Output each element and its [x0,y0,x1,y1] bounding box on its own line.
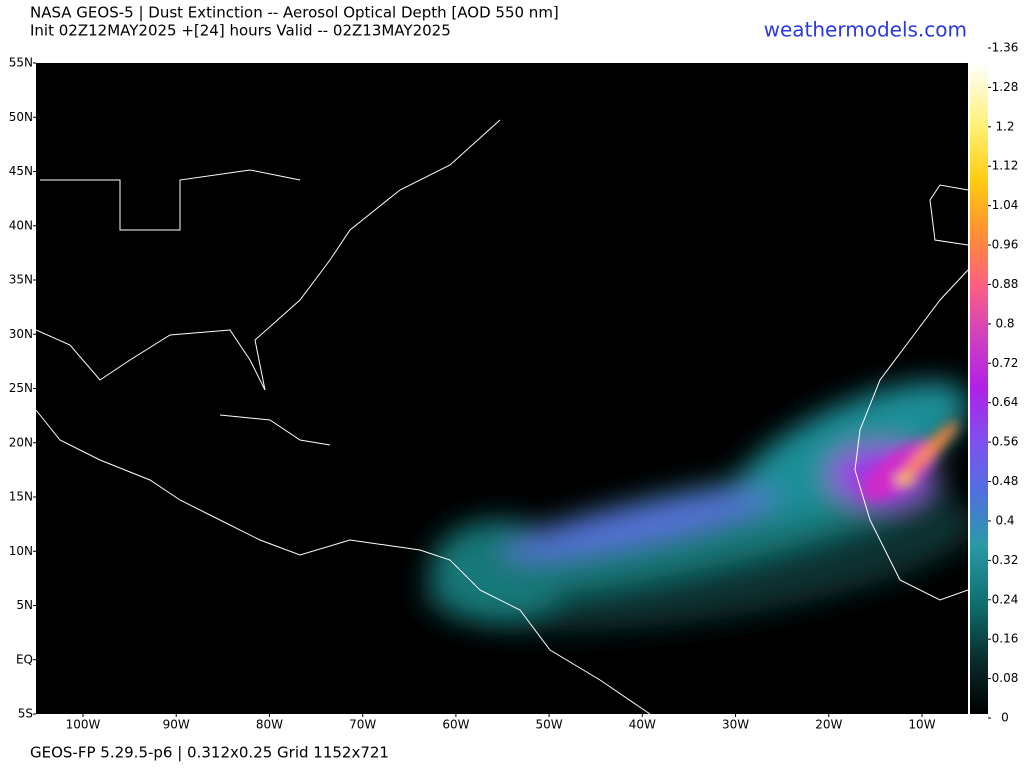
lon-label: 50W [536,718,563,732]
title: NASA GEOS-5 | Dust Extinction -- Aerosol… [30,4,559,22]
lat-label: 10N [9,544,33,558]
lon-label: 10W [908,718,935,732]
colorbar-label: 0.48 [992,474,1019,488]
colorbar-label: 0.08 [992,671,1019,685]
subtitle: Init 02Z12MAY2025 +[24] hours Valid -- 0… [30,22,451,40]
lat-label: 30N [9,327,33,341]
coastlines [36,119,968,714]
lon-label: 70W [349,718,376,732]
lat-label: 55N [9,56,33,70]
lat-label: EQ [16,652,33,666]
lat-label: 20N [9,435,33,449]
colorbar-label: 1.12 [992,159,1019,173]
colorbar-label: 1.04 [992,198,1019,212]
colorbar-label: 1.28 [992,80,1019,94]
colorbar [970,63,988,714]
footer: GEOS-FP 5.29.5-p6 | 0.312x0.25 Grid 1152… [30,744,389,762]
colorbar-label: 0.64 [992,395,1019,409]
colorbar-label: 0 [1001,711,1009,725]
lon-label: 40W [629,718,656,732]
site-link: weathermodels.com [764,18,967,42]
lat-label: 50N [9,110,33,124]
colorbar-label: 1.2 [995,119,1014,133]
lon-label: 80W [256,718,283,732]
colorbar-label: 0.96 [992,238,1019,252]
colorbar-label: 0.32 [992,553,1019,567]
lat-label: 35N [9,273,33,287]
lon-label: 100W [66,718,101,732]
colorbar-label: 0.24 [992,592,1019,606]
lat-label: 5N [16,598,33,612]
colorbar-label: 0.56 [992,435,1019,449]
colorbar-label: 0.4 [995,513,1014,527]
lon-label: 60W [442,718,469,732]
lat-label: 15N [9,490,33,504]
lat-label: 40N [9,218,33,232]
colorbar-label: 0.88 [992,277,1019,291]
lon-label: 30W [722,718,749,732]
dust-plume [422,381,968,632]
colorbar-label: 0.72 [992,356,1019,370]
colorbar-label: 0.16 [992,632,1019,646]
lon-label: 90W [163,718,190,732]
colorbar-label: 1.36 [992,41,1019,55]
lon-label: 20W [815,718,842,732]
colorbar-label: 0.8 [995,316,1014,330]
lat-label: 45N [9,164,33,178]
lat-label: 5S [18,707,33,721]
lat-label: 25N [9,381,33,395]
